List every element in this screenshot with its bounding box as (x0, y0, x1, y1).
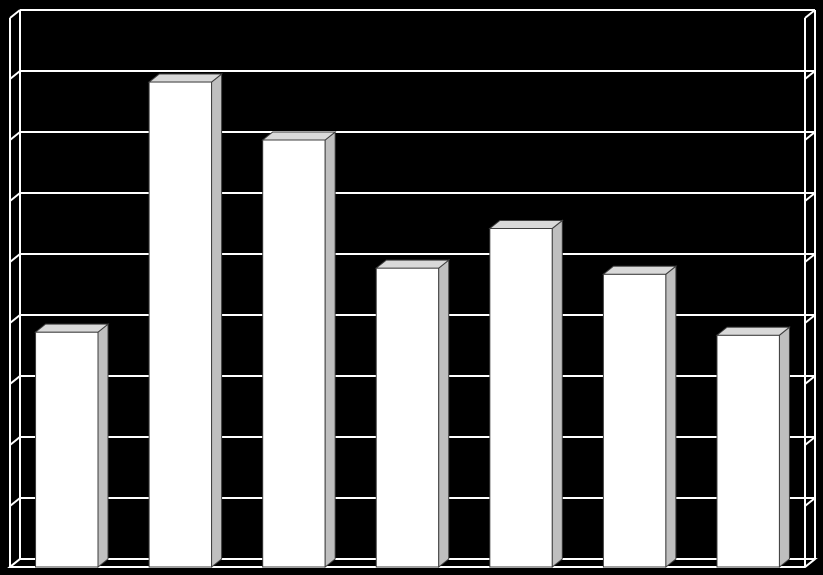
bar (603, 274, 665, 567)
bar-chart (0, 0, 823, 575)
bar (490, 228, 552, 567)
bar (717, 335, 779, 567)
bar (149, 82, 211, 567)
bar (36, 332, 98, 567)
bar (263, 140, 325, 567)
bar (376, 268, 438, 567)
chart-canvas (0, 0, 823, 575)
